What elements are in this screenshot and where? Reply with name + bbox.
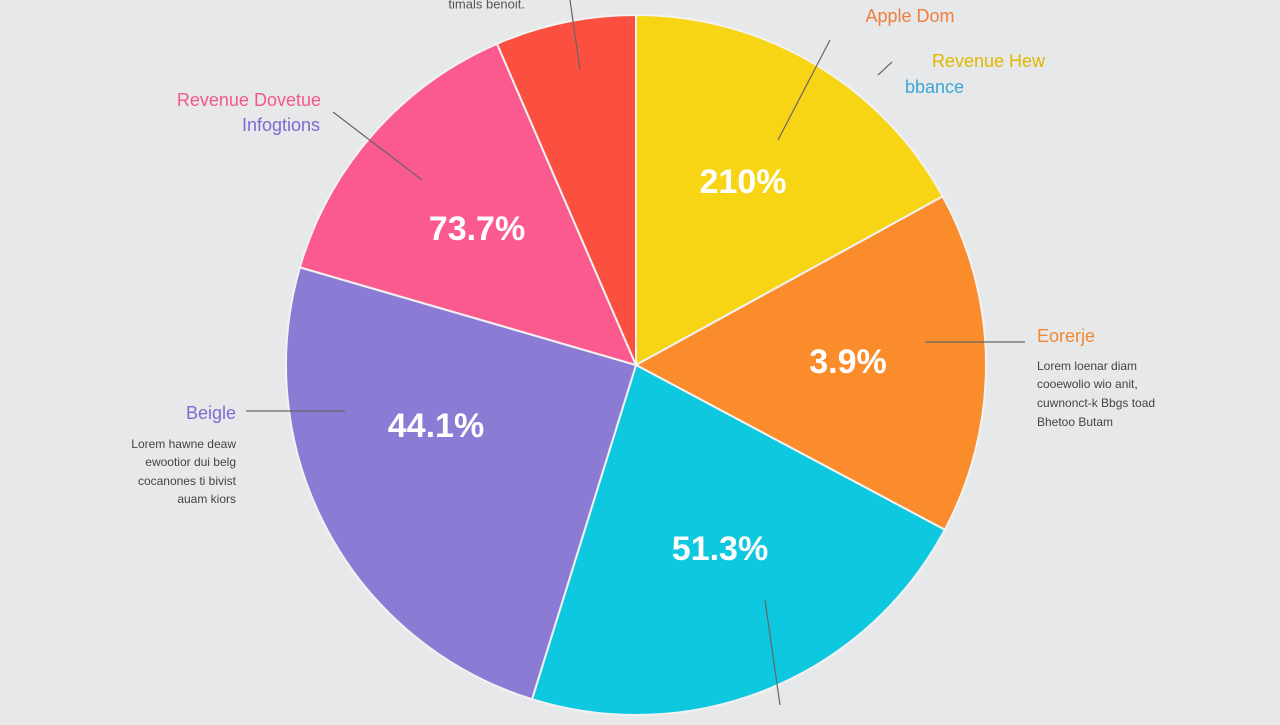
- value-label: 3.9%: [809, 343, 887, 381]
- annotation: cocanones ti bivist: [138, 474, 237, 488]
- annotation: cooewolio wio anit,: [1037, 377, 1138, 391]
- leader-line: [764, 599, 781, 706]
- value-label: 73.7%: [429, 210, 525, 248]
- annotation: ewootior dui belg: [145, 455, 236, 469]
- category-label: Eorerje: [1037, 326, 1095, 346]
- annotation: bbance: [905, 77, 964, 97]
- category-label: Beigle: [186, 403, 236, 423]
- pie-slice: [633, 195, 987, 532]
- value-label: 44.1%: [388, 407, 484, 445]
- annotation: Revenue Hew: [932, 51, 1046, 71]
- annotation: Lorem hawne deaw: [131, 437, 236, 451]
- pie-slice: [285, 266, 638, 701]
- category-label: Apple Dom: [865, 6, 954, 26]
- annotation: Infogtions: [242, 115, 320, 135]
- leader-line: [332, 111, 423, 181]
- pie-slice: [635, 13, 945, 367]
- leader-line: [569, 0, 581, 71]
- pie-slice: [298, 42, 638, 367]
- annotation: cuwnonct-k Bbgs toad: [1037, 396, 1155, 410]
- value-label: 210%: [700, 163, 787, 201]
- annotation: Bhetoo Butam: [1037, 415, 1113, 429]
- leader-line: [877, 61, 893, 76]
- pie-slice: [530, 363, 947, 717]
- category-label: timals benoit.: [448, 0, 525, 11]
- value-label: 51.3%: [672, 530, 768, 568]
- annotation: auam kiors: [177, 492, 236, 506]
- annotation: Lorem loenar diam: [1037, 359, 1137, 373]
- category-label: Revenue Dovetue: [177, 90, 321, 110]
- leader-line: [777, 39, 831, 141]
- pie-slice: [495, 13, 637, 366]
